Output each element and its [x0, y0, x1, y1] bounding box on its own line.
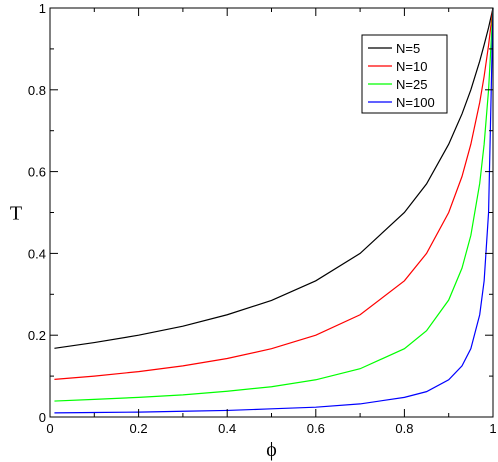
x-tick-label: 1	[489, 421, 496, 436]
x-tick-label: 0.8	[395, 421, 413, 436]
legend: N=5 N=10 N=25 N=100	[361, 34, 448, 114]
x-tick-label: 0.2	[130, 421, 148, 436]
series-line-1	[54, 7, 494, 349]
series-line-3	[54, 7, 494, 402]
series-layer	[54, 7, 494, 414]
y-tick-label: 0	[39, 410, 46, 425]
legend-label: N=25	[396, 77, 427, 92]
ticks-layer: 0 0.2 0.4 0.6 0.8 1 0 0.2 0.4 0.6 0.8 1	[28, 1, 497, 436]
series-line-2	[54, 7, 494, 380]
y-tick-label: 0.2	[28, 328, 46, 343]
y-tick-label: 1	[39, 1, 46, 16]
x-tick-label: 0	[46, 421, 53, 436]
x-axis-label: ϕ	[266, 439, 277, 461]
x-tick-label: 0.4	[218, 421, 236, 436]
y-tick-label: 0.8	[28, 83, 46, 98]
y-tick-label: 0.6	[28, 165, 46, 180]
y-tick-label: 0.4	[28, 246, 46, 261]
y-axis-label: T	[10, 203, 22, 225]
legend-label: N=100	[396, 95, 435, 110]
series-line-4	[54, 7, 494, 414]
legend-label: N=5	[396, 41, 420, 56]
x-tick-label: 0.6	[307, 421, 325, 436]
legend-label: N=10	[396, 59, 427, 74]
